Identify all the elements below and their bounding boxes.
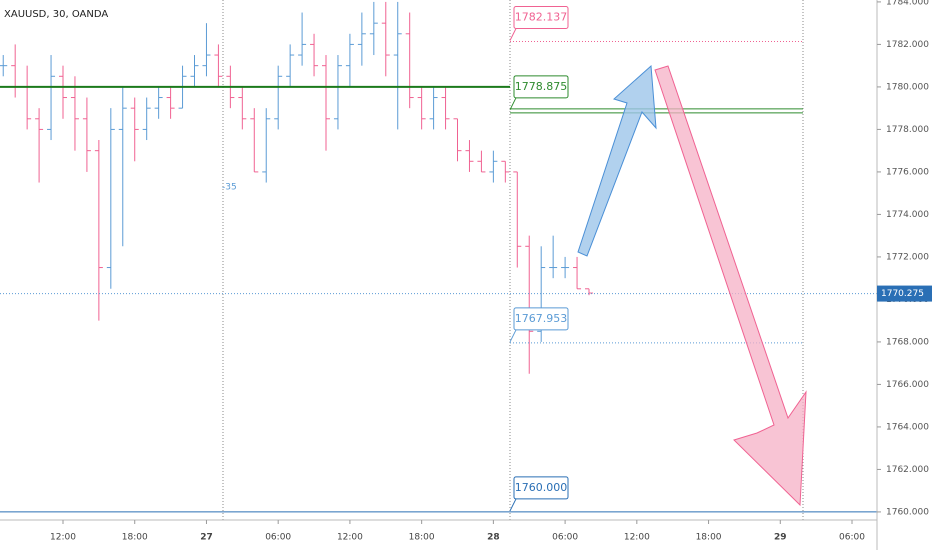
x-tick-label: 18:00: [409, 533, 435, 543]
x-tick-label: 06:00: [552, 533, 578, 543]
y-tick-label: 1784.000: [886, 0, 929, 7]
x-tick-label: 18:00: [122, 533, 148, 543]
x-tick-label: 18:00: [696, 533, 722, 543]
y-tick-label: 1768.000: [886, 337, 929, 347]
level-label-box: [513, 75, 569, 99]
x-tick-label: 06:00: [839, 533, 865, 543]
x-tick-label: 06:00: [265, 533, 291, 543]
axis-layer: 1760.000 1762.000 1764.000 1766.000 1768.000…: [50, 0, 932, 543]
y-tick-label: 1780.000: [886, 82, 929, 92]
level-layer: 1782.137 1778.875 1767.953 1760.000: [0, 6, 877, 513]
y-tick-label: 1772.000: [886, 252, 929, 262]
level-connector: [509, 97, 517, 111]
level-label: 1778.875: [515, 80, 568, 93]
up-arrow: [577, 64, 657, 257]
chart-title: XAUUSD, 30, OANDA: [4, 9, 108, 20]
level-label-box: [513, 476, 569, 500]
x-tick-label: 29: [774, 533, 787, 543]
annotation: -35: [222, 183, 237, 193]
level-connector: [509, 329, 517, 343]
y-tick-label: 1774.000: [886, 210, 929, 220]
level-label-box: [513, 6, 569, 30]
x-tick-label: 27: [200, 533, 213, 543]
level-label: 1782.137: [515, 11, 568, 24]
y-tick-label: 1760.000: [886, 507, 929, 517]
y-tick-label: 1766.000: [886, 380, 929, 390]
x-tick-label: 28: [487, 533, 500, 543]
level-label: 1760.000: [515, 481, 568, 494]
level-connector: [509, 498, 517, 512]
y-tick-label: 1762.000: [886, 465, 929, 475]
level-label-box: [513, 307, 569, 331]
y-tick-label: 1782.000: [886, 40, 929, 50]
y-tick-label: 1764.000: [886, 422, 929, 432]
y-tick-label: 1778.000: [886, 125, 929, 135]
x-tick-label: 12:00: [624, 533, 650, 543]
level-connector: [509, 28, 517, 41]
x-tick-label: 12:00: [337, 533, 363, 543]
y-tick-label: 1776.000: [886, 167, 929, 177]
x-tick-label: 12:00: [50, 533, 76, 543]
down-arrow: [654, 65, 807, 507]
level-label: 1767.953: [515, 312, 568, 325]
last-price-label: 1770.275: [881, 289, 924, 299]
last-price-box: [877, 285, 932, 302]
